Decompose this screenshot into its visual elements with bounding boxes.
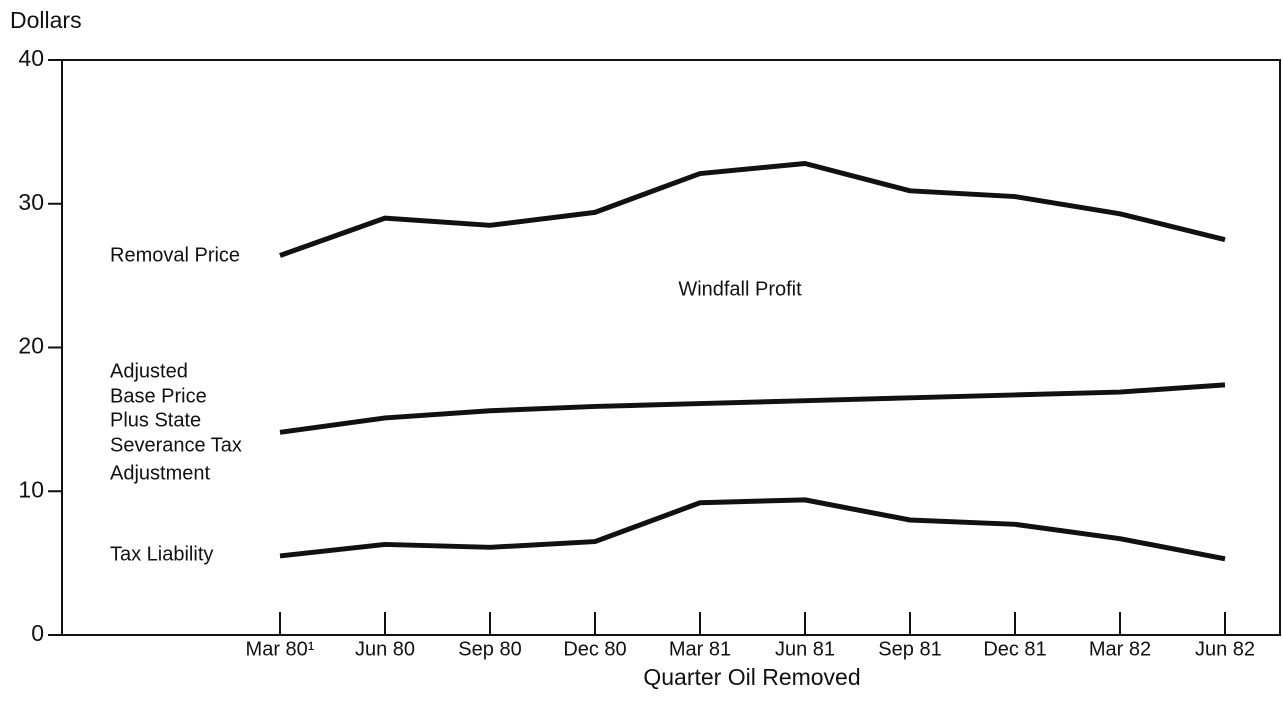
- x-tick-label: Sep 80: [458, 638, 521, 660]
- y-tick-label: 0: [31, 620, 44, 646]
- y-tick-label: 20: [18, 333, 44, 359]
- x-tick-label: Dec 81: [983, 638, 1046, 660]
- line: [279, 161, 1226, 258]
- x-tick-label: Mar 80¹: [246, 638, 315, 660]
- x-tick-label: Mar 81: [669, 638, 731, 660]
- series-label: Severance Tax: [110, 434, 242, 456]
- series-label: Plus State: [110, 409, 201, 431]
- y-axis-label: Dollars: [10, 7, 82, 33]
- x-tick-label: Mar 82: [1089, 638, 1151, 660]
- y-tick-label: 40: [18, 45, 44, 71]
- x-tick-label: Jun 82: [1195, 638, 1255, 660]
- y-tick-label: 30: [18, 189, 44, 215]
- x-tick-label: Dec 80: [563, 638, 626, 660]
- series-label: Adjustment: [110, 462, 210, 484]
- series-label: Removal Price: [110, 244, 240, 266]
- series-label: Adjusted: [110, 360, 188, 382]
- line: [279, 497, 1226, 562]
- x-axis-label: Quarter Oil Removed: [643, 664, 860, 690]
- x-tick-label: Sep 81: [878, 638, 941, 660]
- x-tick-label: Jun 81: [775, 638, 835, 660]
- series-label: Base Price: [110, 385, 207, 407]
- x-tick-label: Jun 80: [355, 638, 415, 660]
- y-tick-label: 10: [18, 476, 44, 502]
- series-label: Tax Liability: [110, 543, 213, 565]
- line: [279, 382, 1226, 435]
- annotation: Windfall Profit: [678, 278, 802, 300]
- plot-frame: [61, 59, 1281, 636]
